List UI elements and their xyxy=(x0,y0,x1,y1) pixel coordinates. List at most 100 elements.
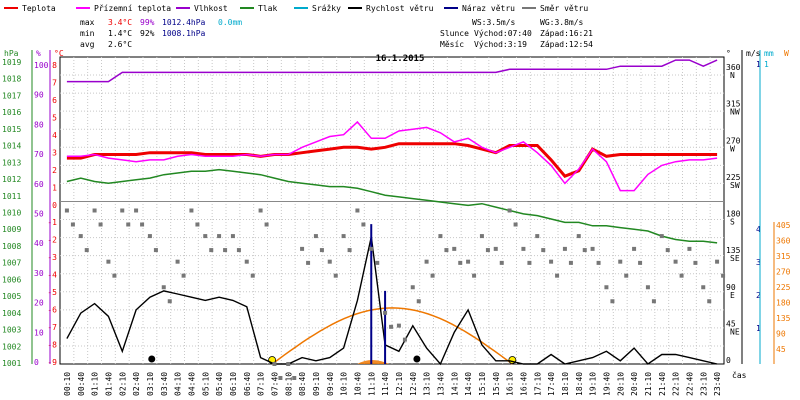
x-tick-label: 14:10 xyxy=(450,372,459,396)
stat-min-press: 1008.1hPa xyxy=(162,29,206,38)
x-tick-label: 22:10 xyxy=(672,372,681,396)
axis-hpa-tick: 1002 xyxy=(2,342,21,351)
wind-direction-mark xyxy=(78,234,83,239)
axis-celsius-tick: 7 xyxy=(52,78,57,87)
wind-direction-mark xyxy=(416,299,421,304)
axis-celsius-tick: -7 xyxy=(47,323,57,332)
x-tick-label: 04:10 xyxy=(174,372,183,396)
x-tick-label: 17:40 xyxy=(547,372,556,396)
wind-direction-mark xyxy=(167,299,172,304)
legend-label: Vlhkost xyxy=(194,4,228,13)
axis-direction-tick: 45 xyxy=(726,319,736,328)
wind-direction-mark xyxy=(209,248,214,253)
solar-peak-area xyxy=(357,360,390,364)
legend-label: Tlak xyxy=(258,4,277,13)
wind-direction-mark xyxy=(555,273,560,278)
wind-direction-mark xyxy=(355,208,360,213)
wind-direction-mark xyxy=(624,273,629,278)
series-line-3 xyxy=(66,168,718,244)
wind-direction-mark xyxy=(120,208,125,213)
wind-direction-mark xyxy=(286,362,291,366)
wind-direction-mark xyxy=(665,248,670,253)
axis-hpa-tick: 1016 xyxy=(2,108,21,117)
wind-direction-mark xyxy=(479,234,484,239)
stat-max-label: max xyxy=(80,18,95,27)
series-line-0 xyxy=(66,142,718,178)
stat-min-label: min xyxy=(80,29,95,38)
x-tick-label: 00:10 xyxy=(63,372,72,396)
wind-direction-mark xyxy=(721,273,726,278)
wind-direction-mark xyxy=(153,248,158,253)
axis-percent-tick: 90 xyxy=(34,91,44,100)
wind-direction-mark xyxy=(535,234,540,239)
wind-direction-mark xyxy=(272,362,277,366)
axis-hpa-tick: 1009 xyxy=(2,225,21,234)
legend-label: Přízemní teplota xyxy=(94,4,171,13)
axis-hpa-tick: 1018 xyxy=(2,75,21,84)
info-sun-set: Západ:16:21 xyxy=(540,29,593,38)
axis-celsius-tick: -2 xyxy=(47,236,57,245)
x-tick-label: 08:10 xyxy=(284,372,293,396)
wind-direction-mark xyxy=(230,234,235,239)
wind-direction-mark xyxy=(369,246,374,251)
axis-celsius-tick: -4 xyxy=(47,271,57,280)
wind-direction-mark xyxy=(687,246,692,251)
wind-direction-mark xyxy=(402,337,407,342)
wind-direction-mark xyxy=(562,246,567,251)
info-ws: WS:3.5m/s xyxy=(472,18,516,27)
axis-celsius-tick: -5 xyxy=(47,288,57,297)
x-tick-label: 11:10 xyxy=(367,372,376,396)
wind-direction-mark xyxy=(610,299,615,304)
wind-direction-mark xyxy=(361,222,366,227)
wind-direction-mark xyxy=(313,234,318,239)
axis-percent-tick: 60 xyxy=(34,180,44,189)
info-moon-rise: Východ:3:19 xyxy=(474,40,527,49)
axis-hpa-tick: 1008 xyxy=(2,242,21,251)
x-tick-label: 05:40 xyxy=(215,372,224,396)
chart-title: 16.1.2015 xyxy=(376,54,425,64)
axis-direction-compass: NW xyxy=(730,108,740,117)
axis-rain-label: mm xyxy=(764,49,774,58)
axis-wind-label: m/s xyxy=(746,49,761,58)
wind-direction-mark xyxy=(466,259,471,264)
x-tick-label: 18:10 xyxy=(561,372,570,396)
axis-percent-label: % xyxy=(36,49,41,58)
wind-direction-mark xyxy=(236,248,241,253)
axis-percent-tick: 0 xyxy=(34,358,39,367)
wind-direction-mark xyxy=(632,246,637,251)
info-moon-set: Západ:12:54 xyxy=(540,40,593,49)
axis-direction-compass: SE xyxy=(730,254,740,263)
wind-direction-mark xyxy=(189,208,194,213)
x-axis-label: čas xyxy=(732,370,747,380)
x-tick-label: 12:10 xyxy=(395,372,404,396)
wind-direction-mark xyxy=(175,259,180,264)
wind-direction-mark xyxy=(596,260,601,265)
x-tick-label: 05:10 xyxy=(201,372,210,396)
axis-direction-compass: S xyxy=(730,218,735,227)
wind-direction-mark xyxy=(701,285,706,290)
series-line-1 xyxy=(66,120,718,192)
wind-direction-mark xyxy=(430,273,435,278)
x-tick-label: 17:10 xyxy=(533,372,542,396)
wind-direction-mark xyxy=(92,208,97,213)
axis-hpa-tick: 1019 xyxy=(2,58,21,67)
axis-radiation-tick: 270 xyxy=(776,268,791,277)
axis-hpa-tick: 1017 xyxy=(2,91,21,100)
axis-percent-tick: 80 xyxy=(34,120,44,129)
x-tick-label: 23:40 xyxy=(713,372,722,396)
axis-hpa-tick: 1013 xyxy=(2,158,21,167)
x-tick-label: 08:40 xyxy=(298,372,307,396)
wind-direction-mark xyxy=(604,285,609,290)
axis-celsius-tick: -3 xyxy=(47,253,57,262)
wind-direction-mark xyxy=(424,259,429,264)
axis-hpa-tick: 1010 xyxy=(2,209,21,218)
wind-direction-mark xyxy=(513,222,518,227)
info-moon-label: Měsíc xyxy=(440,40,464,49)
wind-direction-mark xyxy=(618,259,623,264)
wind-direction-mark xyxy=(707,299,712,304)
axis-wind-tick: 1 xyxy=(756,324,761,333)
x-tick-label: 09:40 xyxy=(326,372,335,396)
axis-percent-tick: 40 xyxy=(34,239,44,248)
